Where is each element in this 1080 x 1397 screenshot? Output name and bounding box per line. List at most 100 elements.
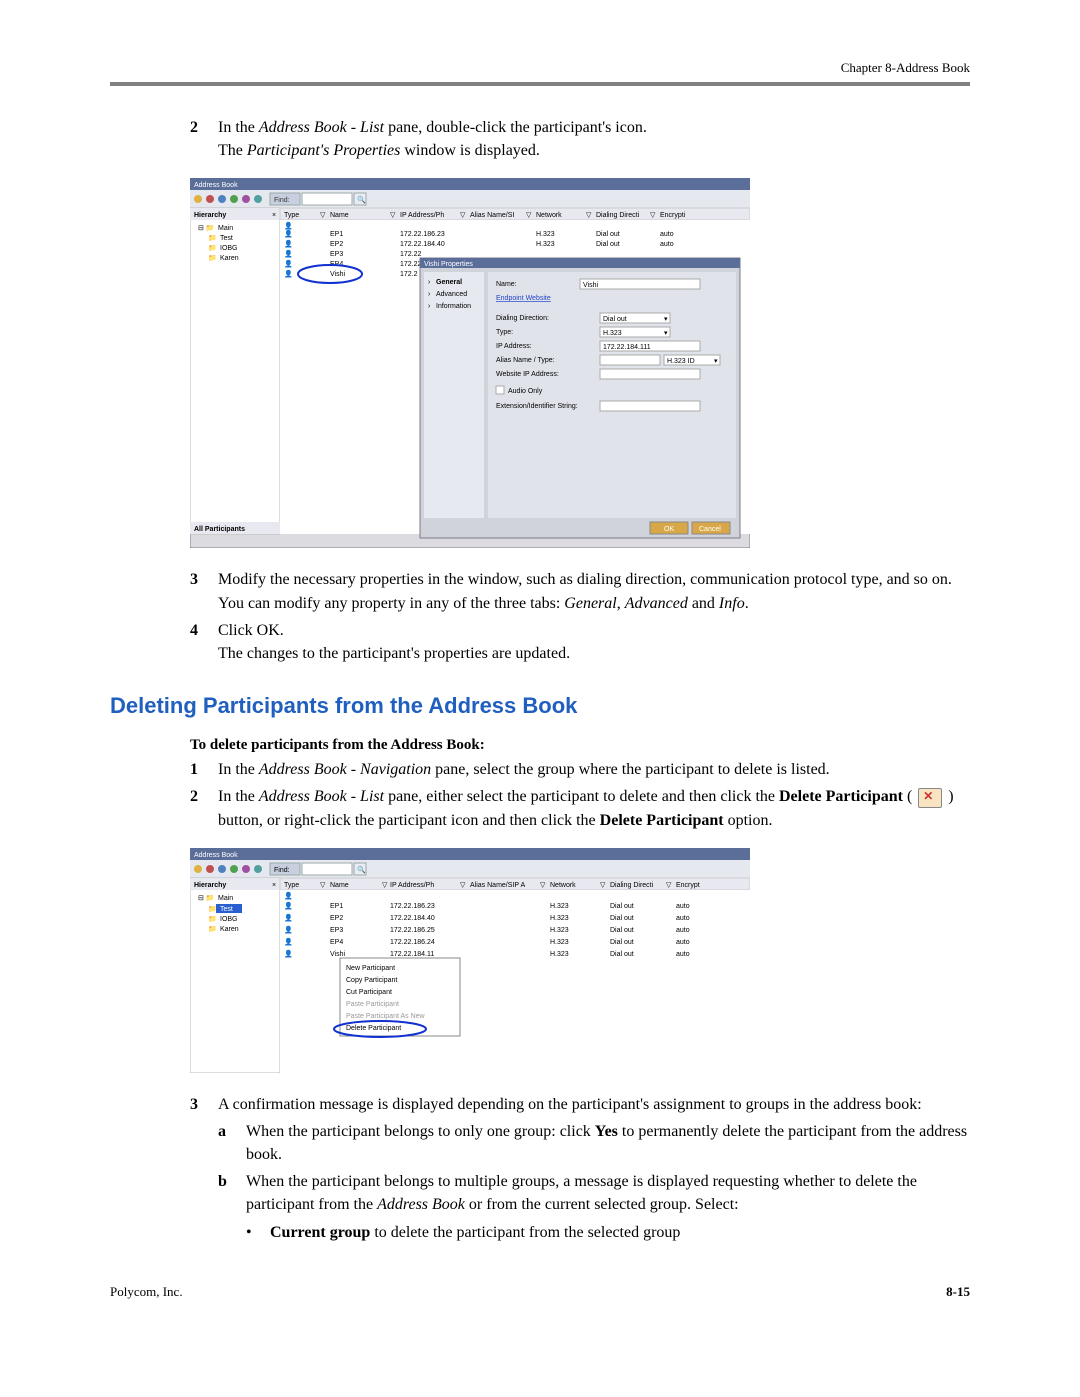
bullet-dot: •: [246, 1221, 270, 1244]
step-number: 2: [190, 116, 218, 162]
svg-text:👤: 👤: [284, 937, 293, 946]
svg-text:▾: ▾: [664, 316, 668, 323]
step-content: Modify the necessary properties in the w…: [218, 568, 970, 614]
svg-text:▽: ▽: [586, 212, 592, 219]
svg-text:Name: Name: [330, 212, 349, 219]
svg-text:▽: ▽: [460, 212, 466, 219]
svg-text:Find:: Find:: [274, 197, 290, 204]
svg-text:Endpoint Website: Endpoint Website: [496, 295, 551, 302]
svg-text:IP Address:: IP Address:: [496, 343, 532, 350]
step-number: 2: [190, 785, 218, 831]
svg-text:H.323: H.323: [550, 951, 569, 958]
svg-text:auto: auto: [676, 939, 690, 946]
step-3: 3 Modify the necessary properties in the…: [190, 568, 970, 614]
svg-text:172.22.184.40: 172.22.184.40: [390, 915, 435, 922]
svg-text:Type: Type: [284, 212, 299, 219]
svg-text:172.22: 172.22: [400, 251, 422, 258]
svg-text:👤: 👤: [284, 925, 293, 934]
svg-text:Type: Type: [284, 882, 299, 889]
screenshot-properties-window: Address Book Find: 🔍 Hierarchy × ⊟ 📁 Mai…: [190, 178, 970, 548]
svg-text:Dial out: Dial out: [610, 939, 634, 946]
footer-left: Polycom, Inc.: [110, 1284, 183, 1300]
svg-text:172.22.186.23: 172.22.186.23: [390, 903, 435, 910]
svg-text:172.2: 172.2: [400, 271, 418, 278]
svg-text:Type:: Type:: [496, 329, 513, 336]
subheading: To delete participants from the Address …: [190, 737, 970, 754]
svg-text:▽: ▽: [650, 212, 656, 219]
svg-text:Karen: Karen: [220, 255, 239, 262]
svg-text:Dial out: Dial out: [596, 231, 620, 238]
svg-text:Dialing Direction:: Dialing Direction:: [496, 315, 549, 322]
svg-text:H.323: H.323: [550, 903, 569, 910]
substep-content: When the participant belongs to multiple…: [246, 1170, 970, 1216]
svg-text:Address Book: Address Book: [194, 852, 238, 859]
svg-text:▽: ▽: [460, 882, 466, 889]
delete-step-3: 3 A confirmation message is displayed de…: [190, 1093, 970, 1116]
svg-text:Alias Name/SI: Alias Name/SI: [470, 212, 514, 219]
svg-text:Network: Network: [536, 212, 562, 219]
svg-text:▾: ▾: [664, 330, 668, 337]
svg-text:📁: 📁: [208, 925, 217, 933]
footer-right: 8-15: [946, 1284, 970, 1300]
svg-text:Main: Main: [218, 225, 233, 232]
svg-text:H.323: H.323: [550, 927, 569, 934]
svg-text:Hierarchy: Hierarchy: [194, 882, 226, 889]
substep-b: b When the participant belongs to multip…: [218, 1170, 970, 1216]
svg-text:EP3: EP3: [330, 251, 343, 258]
svg-text:Paste Participant: Paste Participant: [346, 1001, 399, 1008]
svg-text:▽: ▽: [320, 882, 326, 889]
svg-text:172.22.184.40: 172.22.184.40: [400, 241, 445, 248]
svg-text:Advanced: Advanced: [436, 291, 467, 298]
step-number: 3: [190, 1093, 218, 1116]
svg-text:Dial out: Dial out: [596, 241, 620, 248]
step-content: In the Address Book - List pane, either …: [218, 785, 970, 831]
svg-text:General: General: [436, 279, 462, 286]
svg-text:Encrypt: Encrypt: [676, 882, 700, 889]
substep-a: a When the participant belongs to only o…: [218, 1120, 970, 1166]
svg-text:EP2: EP2: [330, 241, 343, 248]
svg-text:Audio Only: Audio Only: [508, 388, 543, 395]
substep-content: When the participant belongs to only one…: [246, 1120, 970, 1166]
svg-text:▽: ▽: [600, 882, 606, 889]
svg-text:Main: Main: [218, 895, 233, 902]
svg-text:▽: ▽: [526, 212, 532, 219]
svg-text:Alias Name/SIP A: Alias Name/SIP A: [470, 882, 525, 889]
svg-text:172.22.186.23: 172.22.186.23: [400, 231, 445, 238]
svg-text:auto: auto: [676, 915, 690, 922]
svg-text:🔍: 🔍: [357, 865, 366, 874]
step-content: In the Address Book - List pane, double-…: [218, 116, 970, 162]
svg-text:Dialing Directi: Dialing Directi: [610, 882, 654, 889]
svg-text:IOBG: IOBG: [220, 245, 238, 252]
header-rule: [110, 82, 970, 86]
svg-text:▽: ▽: [382, 882, 388, 889]
step-content: Click OK. The changes to the participant…: [218, 619, 970, 665]
svg-text:Vishi: Vishi: [330, 951, 345, 958]
svg-text:IOBG: IOBG: [220, 916, 238, 923]
svg-text:👤: 👤: [284, 249, 293, 258]
svg-text:172.22.186.25: 172.22.186.25: [390, 927, 435, 934]
svg-text:Vishi: Vishi: [583, 282, 598, 289]
page-footer: Polycom, Inc. 8-15: [110, 1284, 970, 1300]
svg-text:👤: 👤: [284, 913, 293, 922]
svg-text:Copy Participant: Copy Participant: [346, 977, 397, 984]
svg-text:👤: 👤: [284, 891, 293, 900]
svg-text:👤: 👤: [284, 901, 293, 910]
svg-text:Test: Test: [220, 235, 233, 242]
svg-text:H.323: H.323: [603, 330, 622, 337]
svg-text:📁: 📁: [208, 234, 217, 242]
svg-text:Delete Participant: Delete Participant: [346, 1025, 401, 1032]
svg-text:IP Address/Ph: IP Address/Ph: [400, 212, 444, 219]
svg-text:📁: 📁: [208, 254, 217, 262]
svg-text:📁: 📁: [208, 244, 217, 252]
svg-text:Dial out: Dial out: [603, 316, 627, 323]
svg-text:👤: 👤: [284, 239, 293, 248]
svg-text:H.323: H.323: [536, 241, 555, 248]
svg-text:Karen: Karen: [220, 926, 239, 933]
svg-text:Address Book: Address Book: [194, 182, 238, 189]
svg-text:👤: 👤: [284, 259, 293, 268]
svg-text:EP3: EP3: [330, 927, 343, 934]
svg-text:Information: Information: [436, 303, 471, 310]
svg-text:Website IP Address:: Website IP Address:: [496, 371, 559, 378]
svg-text:👤: 👤: [284, 229, 293, 238]
svg-text:Encrypti: Encrypti: [660, 212, 686, 219]
